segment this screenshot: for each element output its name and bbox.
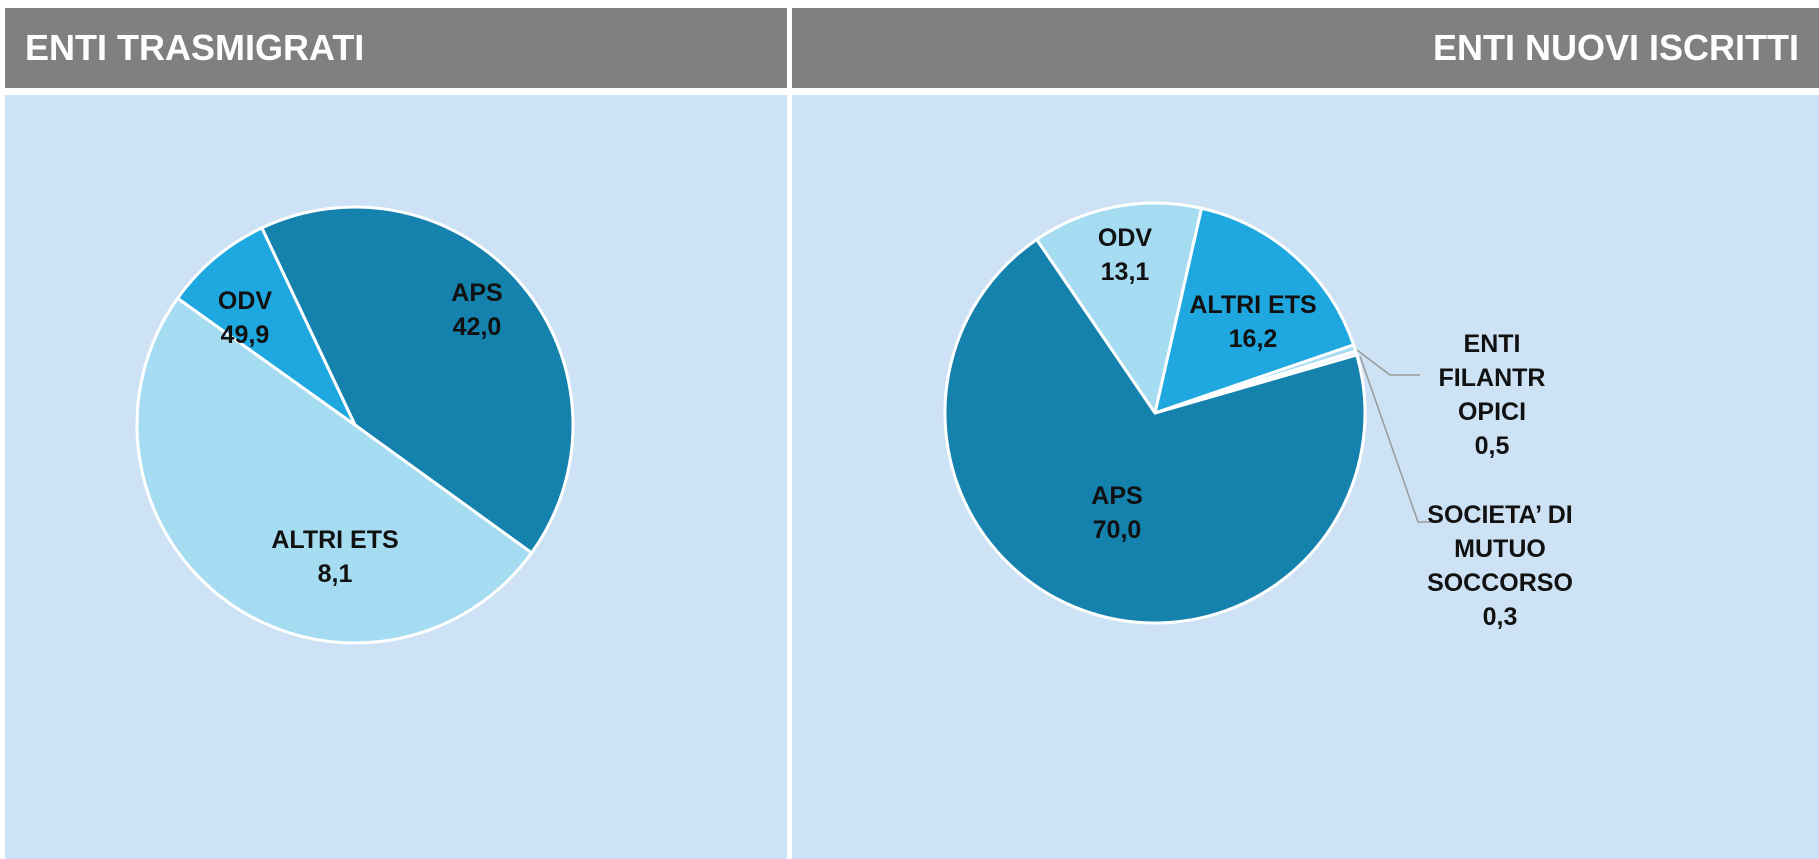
panel-title: ENTI NUOVI ISCRITTI xyxy=(792,8,1819,88)
slice-category: ODV xyxy=(1097,224,1153,252)
slice-label: ENTI FILANTROPICI 0,5 xyxy=(1433,327,1551,463)
slice-value: 70,0 xyxy=(1092,516,1142,544)
slice-category: SOCIETA’ DI MUTUO SOCCORSO xyxy=(1427,501,1573,597)
slice-label: APS 70,0 xyxy=(1037,479,1197,547)
pie-slice xyxy=(175,225,359,430)
pie-slice xyxy=(259,205,575,555)
slice-value: 16,2 xyxy=(1228,325,1278,353)
slice-category: ENTI FILANTROPICI xyxy=(1438,330,1546,426)
slice-value: 42,0 xyxy=(452,313,502,341)
slice-value: 8,1 xyxy=(317,560,353,588)
slice-value: 49,9 xyxy=(220,321,270,349)
pie-slice xyxy=(943,237,1367,625)
pie-slice xyxy=(1034,201,1204,417)
slice-category: APS xyxy=(1091,482,1143,510)
slice-label: ODV 49,9 xyxy=(165,284,325,352)
leader-line xyxy=(1359,355,1432,523)
slice-label: ALTRI ETS 8,1 xyxy=(255,523,415,591)
slice-label: SOCIETA’ DI MUTUO SOCCORSO 0,3 xyxy=(1425,498,1575,634)
slice-category: ALTRI ETS xyxy=(271,526,399,554)
pie-slice xyxy=(135,296,534,645)
slice-value: 0,5 xyxy=(1474,432,1510,460)
slice-value: 13,1 xyxy=(1100,258,1150,286)
slice-label: ODV 13,1 xyxy=(1045,221,1205,289)
slice-value: 0,3 xyxy=(1482,603,1518,631)
slice-label: APS 42,0 xyxy=(397,276,557,344)
slice-category: ODV xyxy=(217,287,273,315)
leader-line xyxy=(1356,349,1420,376)
panel-title: ENTI TRASMIGRATI xyxy=(5,8,787,88)
slice-label: ALTRI ETS 16,2 xyxy=(1173,288,1333,356)
slice-category: ALTRI ETS xyxy=(1189,291,1317,319)
slice-category: APS xyxy=(451,279,503,307)
